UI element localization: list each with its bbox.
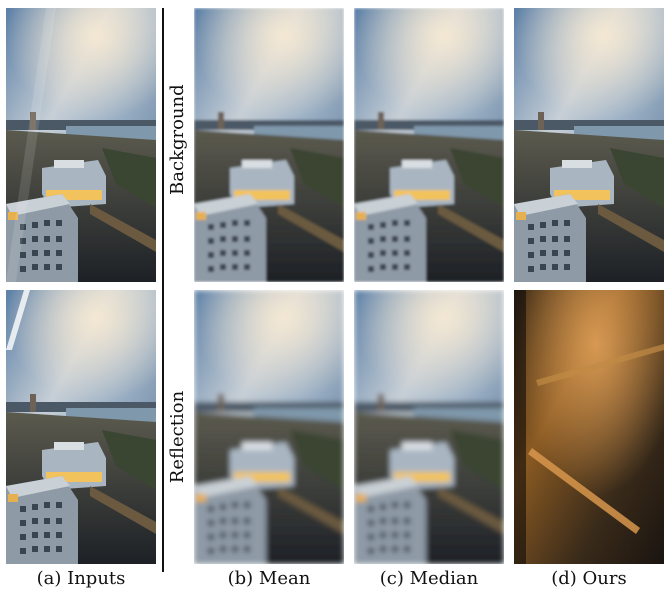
row-label-reflection: Reflection (167, 390, 188, 484)
median-reflection-image (354, 290, 504, 564)
row-label-background: Background (167, 84, 188, 195)
ours-reflection-image (514, 290, 664, 564)
column-divider (162, 8, 164, 572)
inputs-background-image (6, 8, 156, 282)
inputs-reflection-image (6, 290, 156, 564)
caption-inputs: (a) Inputs (36, 568, 126, 589)
mean-reflection-image (194, 290, 344, 564)
ours-background-image (514, 8, 664, 282)
caption-mean: (b) Mean (227, 568, 311, 589)
caption-median: (c) Median (379, 568, 479, 589)
caption-ours: (d) Ours (551, 568, 627, 589)
median-background-image (354, 8, 504, 282)
mean-background-image (194, 8, 344, 282)
